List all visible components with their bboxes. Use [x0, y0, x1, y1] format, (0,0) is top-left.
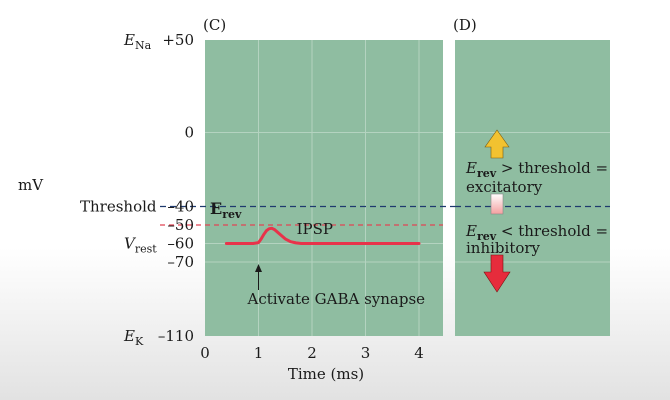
panel-c: (C) Erev IPSP Activate GABA synapse +50 E…: [18, 16, 610, 383]
x-tick-label: 2: [307, 344, 317, 362]
x-tick-label: 0: [200, 344, 210, 362]
y-tick-prefix: EK: [123, 327, 144, 348]
y-tick-label: +50: [162, 31, 194, 49]
y-tick-prefix: Vrest: [124, 235, 157, 256]
erev-label: Erev: [210, 199, 242, 221]
x-axis: 0 1 2 3 4: [200, 344, 424, 362]
excitatory-label: Erev > threshold =: [465, 159, 608, 180]
x-tick-label: 3: [361, 344, 371, 362]
panel-d-background: [455, 40, 610, 336]
y-tick-label: –60: [167, 235, 194, 253]
panel-d-label: (D): [453, 16, 477, 34]
y-tick-prefix: ENa: [123, 31, 152, 52]
x-tick-label: 4: [414, 344, 424, 362]
down-arrow-icon: [483, 254, 511, 293]
ipsp-trace: [224, 226, 421, 245]
up-arrow-icon: [484, 129, 510, 159]
panel-c-background: [205, 40, 443, 336]
ipsp-label: IPSP: [297, 220, 333, 238]
gaba-arrow-icon: [255, 264, 262, 290]
y-tick-label: –110: [158, 327, 194, 345]
inhibitory-label: Erev < threshold =: [465, 222, 608, 243]
y-axis: +50 ENa 0 –40 Threshold –50–60 Vrest –70 –110 EK: [80, 31, 194, 348]
y-tick-label: –50: [167, 216, 194, 234]
y-axis-label: mV: [18, 176, 44, 194]
inhibitory-word: inhibitory: [466, 239, 541, 257]
x-axis-label: Time (ms): [288, 365, 364, 383]
gaba-label: Activate GABA synapse: [247, 290, 426, 308]
x-tick-label: 1: [254, 344, 264, 362]
y-tick-label: 0: [184, 124, 194, 142]
excitatory-word: excitatory: [466, 178, 543, 196]
panel-d: (D) Erev > threshold = excitatory Erev <…: [453, 16, 610, 336]
y-tick-label: –70: [167, 253, 194, 271]
y-tick-label: –40: [167, 198, 194, 216]
panel-c-label: (C): [203, 16, 226, 34]
y-tick-prefix: Threshold: [80, 198, 157, 216]
panel-d-grid: [455, 132, 610, 263]
threshold-marker-icon: [490, 193, 504, 215]
